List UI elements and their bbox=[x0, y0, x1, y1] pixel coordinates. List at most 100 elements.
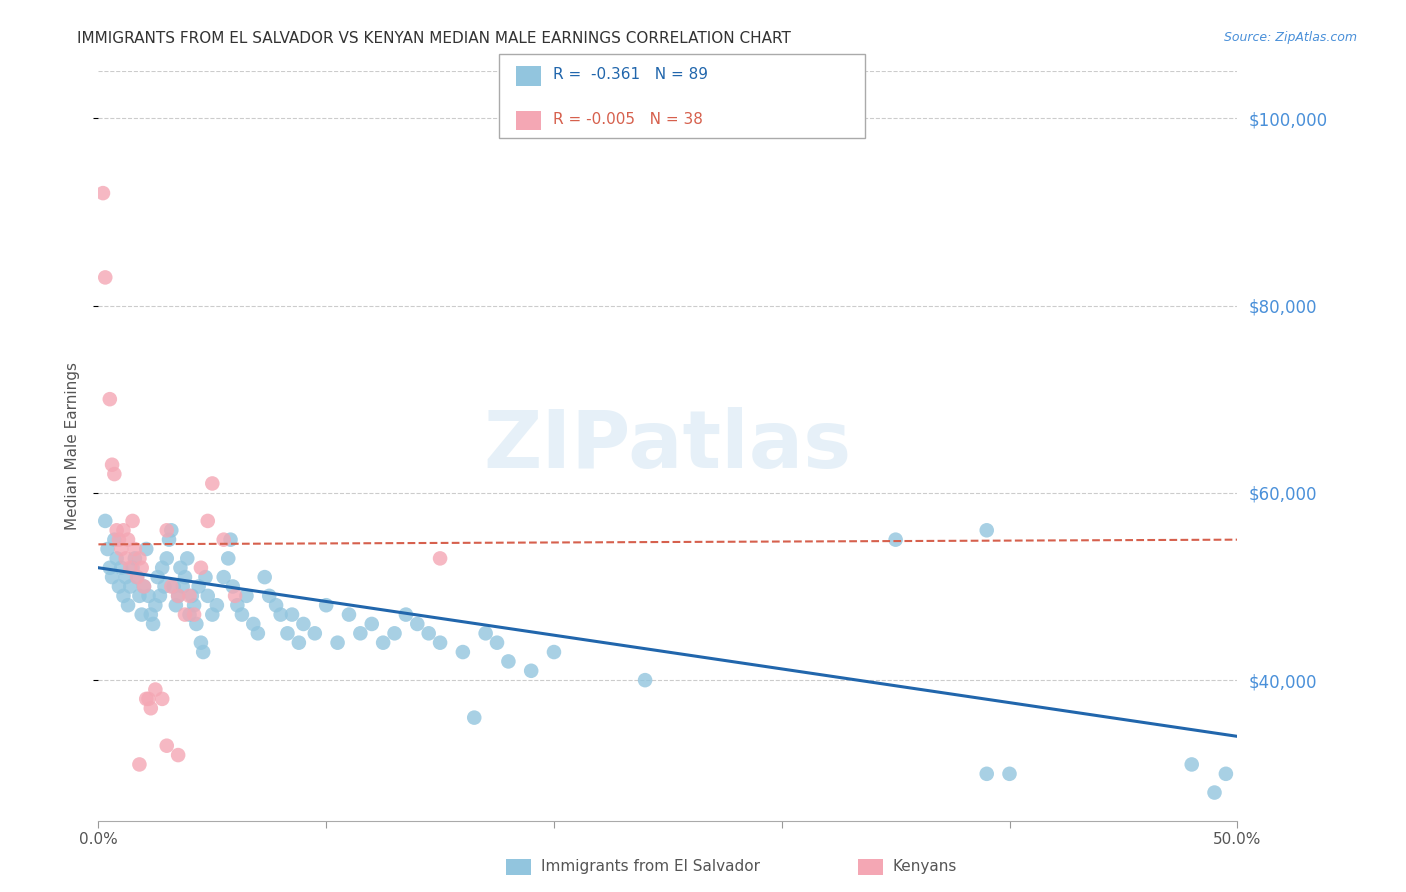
Point bbox=[176, 551, 198, 566]
Point bbox=[124, 542, 146, 557]
Point bbox=[217, 551, 239, 566]
Point bbox=[292, 617, 315, 632]
Point bbox=[190, 635, 212, 649]
Point bbox=[201, 607, 224, 622]
Text: Kenyans: Kenyans bbox=[893, 859, 957, 873]
Point bbox=[121, 514, 143, 528]
Point bbox=[304, 626, 326, 640]
Point bbox=[114, 570, 136, 584]
Point bbox=[98, 561, 121, 575]
Y-axis label: Median Male Earnings: Median Male Earnings bbox=[65, 362, 80, 530]
Point bbox=[96, 542, 118, 557]
Point bbox=[634, 673, 657, 688]
Point bbox=[197, 514, 219, 528]
Point bbox=[201, 476, 224, 491]
Point bbox=[160, 580, 183, 594]
Point bbox=[114, 551, 136, 566]
Point bbox=[103, 533, 125, 547]
Point bbox=[127, 570, 149, 584]
Point bbox=[138, 589, 160, 603]
Point bbox=[498, 655, 520, 669]
Point bbox=[132, 580, 155, 594]
Point bbox=[160, 523, 183, 537]
Point bbox=[174, 607, 197, 622]
Point bbox=[326, 635, 349, 649]
Point bbox=[91, 186, 114, 201]
Point bbox=[998, 767, 1021, 781]
Point bbox=[145, 599, 167, 613]
Point bbox=[418, 626, 440, 640]
Point bbox=[429, 635, 451, 649]
Point bbox=[156, 739, 179, 753]
Point bbox=[281, 607, 304, 622]
Point bbox=[101, 458, 124, 472]
Point bbox=[197, 589, 219, 603]
Point bbox=[149, 589, 172, 603]
Point bbox=[132, 580, 155, 594]
Point bbox=[120, 580, 142, 594]
Point bbox=[157, 533, 180, 547]
Point bbox=[270, 607, 292, 622]
Point bbox=[349, 626, 371, 640]
Text: Source: ZipAtlas.com: Source: ZipAtlas.com bbox=[1223, 31, 1357, 45]
Point bbox=[360, 617, 382, 632]
Point bbox=[429, 551, 451, 566]
Point bbox=[193, 645, 215, 659]
Point bbox=[276, 626, 298, 640]
Point bbox=[180, 589, 202, 603]
Point bbox=[242, 617, 264, 632]
Point bbox=[183, 607, 205, 622]
Point bbox=[135, 692, 157, 706]
Point bbox=[150, 692, 173, 706]
Point bbox=[179, 589, 201, 603]
Point bbox=[235, 589, 257, 603]
Point bbox=[371, 635, 394, 649]
Point bbox=[128, 757, 150, 772]
Text: R = -0.005   N = 38: R = -0.005 N = 38 bbox=[553, 112, 703, 127]
Point bbox=[187, 580, 209, 594]
Point bbox=[451, 645, 474, 659]
Point bbox=[246, 626, 269, 640]
Point bbox=[131, 607, 153, 622]
Point bbox=[288, 635, 311, 649]
Point bbox=[121, 561, 143, 575]
Text: Immigrants from El Salvador: Immigrants from El Salvador bbox=[541, 859, 761, 873]
Point bbox=[145, 682, 167, 697]
Point bbox=[105, 523, 128, 537]
Point bbox=[520, 664, 543, 678]
Point bbox=[395, 607, 418, 622]
Point bbox=[264, 599, 287, 613]
Point bbox=[117, 533, 139, 547]
Point bbox=[128, 551, 150, 566]
Point bbox=[167, 747, 190, 762]
Point bbox=[135, 542, 157, 557]
Point bbox=[174, 570, 197, 584]
Point bbox=[194, 570, 217, 584]
Point bbox=[486, 635, 509, 649]
Point bbox=[172, 580, 194, 594]
Point bbox=[226, 599, 249, 613]
Point bbox=[98, 392, 121, 407]
Point bbox=[110, 561, 132, 575]
Point bbox=[212, 533, 235, 547]
Point bbox=[108, 580, 131, 594]
Point bbox=[212, 570, 235, 584]
Point bbox=[474, 626, 496, 640]
Point bbox=[337, 607, 360, 622]
Point bbox=[976, 767, 998, 781]
Text: ZIPatlas: ZIPatlas bbox=[484, 407, 852, 485]
Point bbox=[162, 580, 184, 594]
Point bbox=[124, 551, 146, 566]
Point bbox=[543, 645, 565, 659]
Point bbox=[103, 467, 125, 482]
Point bbox=[101, 570, 124, 584]
Point bbox=[253, 570, 276, 584]
Point bbox=[231, 607, 253, 622]
Text: R =  -0.361   N = 89: R = -0.361 N = 89 bbox=[553, 68, 707, 82]
Point bbox=[165, 599, 187, 613]
Point bbox=[1204, 786, 1226, 800]
Point bbox=[156, 523, 179, 537]
Point bbox=[463, 710, 485, 724]
Point bbox=[384, 626, 406, 640]
Point bbox=[139, 701, 162, 715]
